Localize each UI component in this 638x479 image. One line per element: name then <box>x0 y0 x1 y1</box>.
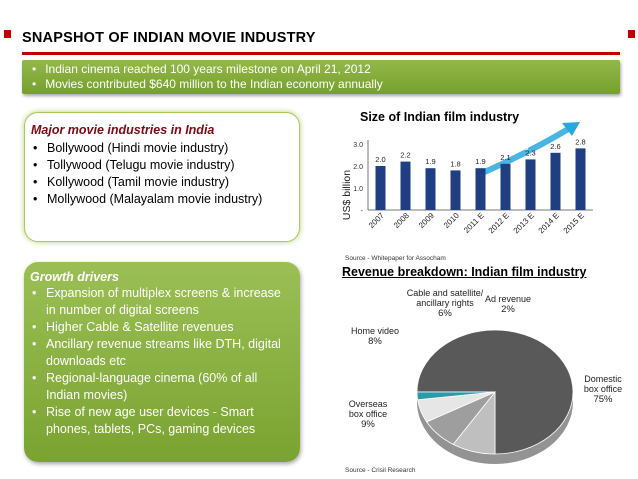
growth-item: Regional-language cinema (60% of all Ind… <box>30 370 292 404</box>
bar-value-label: 2.6 <box>550 142 560 151</box>
bar <box>550 152 561 210</box>
bar <box>425 168 436 210</box>
industries-heading: Major movie industries in India <box>31 123 215 137</box>
pie-chart-title: Revenue breakdown: Indian film industry <box>342 265 587 279</box>
pie-slice-label: Ad revenue <box>485 294 531 304</box>
y-tick-label: - <box>361 208 364 215</box>
growth-item: Higher Cable & Satellite revenues <box>30 319 292 336</box>
banner-item: Indian cinema reached 100 years mileston… <box>32 62 620 77</box>
trend-arrow <box>477 125 573 177</box>
x-tick-label: 2011 E <box>462 211 486 235</box>
bar-value-label: 2.2 <box>400 151 410 160</box>
bar-value-label: 1.9 <box>475 157 485 166</box>
page-title: SNAPSHOT OF INDIAN MOVIE INDUSTRY <box>22 30 316 46</box>
bar-chart-title: Size of Indian film industry <box>360 110 520 124</box>
x-tick-label: 2014 E <box>537 211 561 235</box>
industry-item: Mollywood (Malayalam movie industry) <box>31 191 289 208</box>
bar-value-label: 1.9 <box>425 157 435 166</box>
industry-item: Kollywood (Tamil movie industry) <box>31 174 289 191</box>
pie-slice-percent: 75% <box>593 394 613 405</box>
corner-accent-right <box>628 30 635 38</box>
pie-slice <box>416 391 496 401</box>
pie-slice-label: Domestic box office <box>584 374 622 394</box>
y-tick-label: 3.0 <box>353 142 363 149</box>
pie-slice-percent: 9% <box>361 419 375 430</box>
bar-value-label: 2.0 <box>375 155 385 164</box>
x-tick-label: 2013 E <box>512 211 536 235</box>
y-tick-label: 1.0 <box>353 186 363 193</box>
x-tick-label: 2015 E <box>562 211 586 235</box>
x-tick-label: 2009 <box>417 211 436 230</box>
growth-item: Rise of new age user devices - Smart pho… <box>30 404 292 438</box>
pie-slice-side <box>417 399 427 432</box>
trend-arrow-head <box>562 122 580 136</box>
industry-item: Tollywood (Telugu movie industry) <box>31 157 289 174</box>
bar-value-label: 2.3 <box>525 148 535 157</box>
bar-value-label: 1.8 <box>450 159 460 168</box>
pie-slice-label: Cable and satellite/ancillary rights <box>407 288 484 308</box>
bar <box>375 166 386 210</box>
industries-card: Major movie industries in India Bollywoo… <box>24 112 300 242</box>
pie-slice-side <box>453 444 495 464</box>
pie-slice-percent: 6% <box>438 308 452 319</box>
pie-slice-percent: 2% <box>501 304 515 315</box>
industry-item: Bollywood (Hindi movie industry) <box>31 140 289 157</box>
growth-heading: Growth drivers <box>30 270 119 284</box>
x-tick-label: 2012 E <box>487 211 511 235</box>
y-axis-label: US$ billion <box>341 170 353 220</box>
growth-drivers-card: Growth drivers Expansion of multiplex sc… <box>24 262 300 462</box>
x-tick-label: 2008 <box>392 211 411 230</box>
corner-accent-left <box>4 30 11 38</box>
x-tick-label: 2007 <box>367 211 386 230</box>
x-tick-label: 2010 <box>442 211 461 230</box>
bar <box>525 159 536 210</box>
growth-item: Ancillary revenue streams like DTH, digi… <box>30 336 292 370</box>
bar <box>400 161 411 210</box>
highlight-banner: Indian cinema reached 100 years mileston… <box>22 60 620 94</box>
title-underline <box>22 52 620 55</box>
pie-slice <box>416 329 574 455</box>
banner-item: Movies contributed $640 million to the I… <box>32 77 620 92</box>
bar-value-label: 2.1 <box>500 153 510 162</box>
pie-chart-source: Source - Crisil Research <box>345 467 416 474</box>
pie-slice-percent: 8% <box>368 336 382 347</box>
bar <box>500 163 511 210</box>
pie-slice-label: Home video <box>351 326 399 336</box>
growth-item: Expansion of multiplex screens & increas… <box>30 285 292 319</box>
bar <box>450 170 461 210</box>
cagr-annotation: ~ 9% <box>512 145 529 152</box>
bar <box>575 148 586 210</box>
bar <box>475 168 486 210</box>
bar-chart-source: Source - Whitepaper for Assocham <box>345 255 446 262</box>
y-tick-label: 2.0 <box>353 164 363 171</box>
bar-value-label: 2.8 <box>575 137 585 146</box>
pie-slice-label: Overseas box office <box>349 399 388 419</box>
film-industry-bar-chart: US$ billion - 1.0 2.0 3.0 ~ 9% 2.0 2007 2.2 2008… <box>341 122 593 235</box>
